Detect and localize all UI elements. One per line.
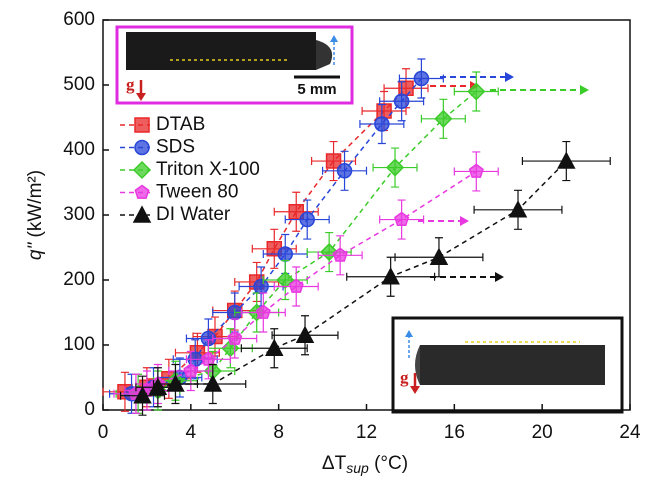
legend-label: DI Water (156, 204, 231, 225)
marker (255, 304, 271, 319)
x-tick-label: 4 (186, 422, 197, 443)
arrowhead (580, 85, 589, 95)
marker (299, 211, 315, 228)
marker (132, 160, 152, 180)
x-tick-label: 24 (619, 422, 641, 443)
inset-arrow (405, 330, 413, 337)
x-tick-label: 20 (532, 422, 553, 443)
marker (429, 247, 449, 265)
marker (134, 184, 150, 199)
x-axis-title-main: ΔT (322, 453, 347, 474)
marker (332, 247, 348, 262)
marker (508, 200, 528, 218)
x-tick-label: 12 (356, 422, 377, 443)
legend-label: Triton X-100 (156, 159, 260, 180)
scale-label: 5 mm (297, 81, 336, 98)
x-tick-label: 16 (444, 422, 465, 443)
marker (227, 330, 243, 345)
inset-photo (420, 345, 605, 385)
marker (277, 246, 294, 262)
marker (134, 117, 150, 133)
marker (374, 116, 390, 132)
marker (183, 363, 199, 378)
x-axis-title: ΔTsup (°C) (322, 453, 408, 476)
x-tick-label: 0 (98, 422, 109, 443)
marker (253, 278, 269, 295)
legend-label: Tween 80 (156, 182, 238, 203)
chf-arrows (418, 76, 580, 278)
marker (381, 267, 400, 285)
y-axis-title: q" (kW/m²) (25, 170, 46, 260)
marker (134, 139, 150, 156)
y-tick-label: 500 (63, 74, 95, 95)
y-tick-label: 400 (63, 139, 95, 160)
marker (434, 109, 453, 128)
y-axis-title-unit: (kW/m²) (25, 170, 46, 243)
gravity-arrow (136, 93, 146, 101)
marker (320, 242, 339, 262)
inset-photo (126, 32, 316, 70)
legend-label: DTAB (156, 114, 205, 135)
marker (467, 82, 486, 101)
gravity-label: g (400, 368, 409, 387)
arrowhead (505, 72, 514, 82)
marker (393, 93, 410, 109)
marker (413, 70, 430, 87)
y-tick-label: 200 (63, 269, 95, 290)
marker (295, 325, 315, 343)
y-tick-label: 600 (63, 9, 95, 30)
x-axis-title-unit: (°C) (369, 453, 408, 474)
arrowhead (495, 272, 504, 282)
inset-photo (316, 40, 333, 70)
marker (265, 338, 284, 356)
y-tick-label: 100 (63, 334, 95, 355)
gravity-arrow (410, 386, 420, 394)
marker (336, 163, 353, 179)
marker (200, 351, 216, 366)
inset-bottom: g (391, 316, 624, 414)
inset-top: 5 mm g (115, 25, 354, 105)
marker (376, 103, 392, 119)
arrowhead (460, 216, 469, 226)
series (119, 140, 611, 416)
x-tick-label: 8 (273, 422, 284, 443)
y-tick-label: 300 (63, 204, 95, 225)
trend-line (142, 160, 567, 397)
marker (394, 211, 410, 226)
legend-label: SDS (156, 137, 195, 158)
marker (288, 278, 304, 293)
x-axis-title-sub: sup (346, 460, 369, 476)
marker (203, 374, 223, 392)
marker (557, 151, 576, 169)
y-axis-title-main: q" (25, 241, 46, 260)
marker (133, 386, 152, 404)
marker (468, 163, 484, 178)
y-tick-label: 0 (84, 399, 95, 420)
marker (385, 158, 405, 177)
gravity-label: g (126, 75, 135, 94)
marker (132, 205, 152, 223)
inset-arrow (330, 35, 338, 42)
marker (325, 153, 342, 169)
